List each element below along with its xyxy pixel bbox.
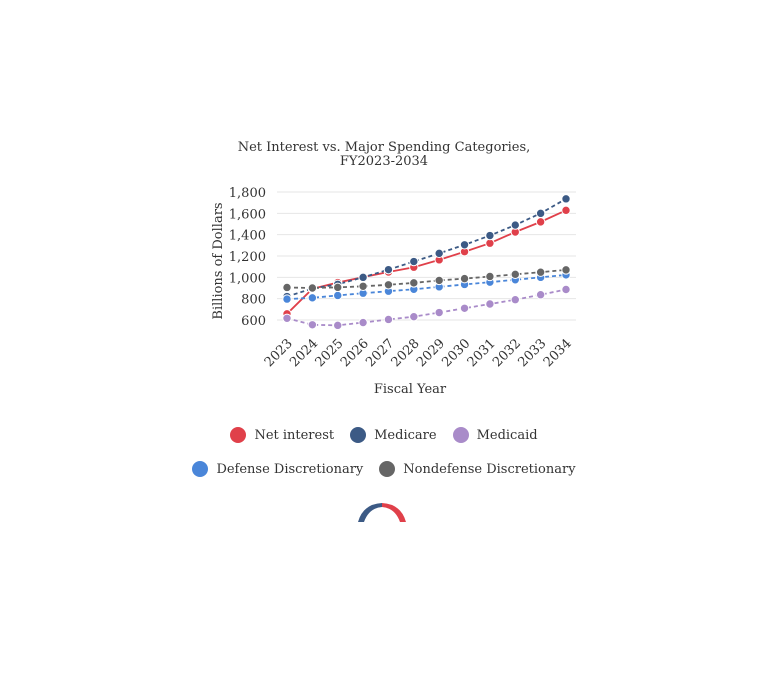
data-point <box>333 282 343 293</box>
data-point <box>307 283 318 293</box>
data-point <box>383 280 394 290</box>
x-tick-label: 2031 <box>465 336 499 370</box>
y-tick-label: 1,000 <box>229 271 266 286</box>
x-tick-label: 2025 <box>313 336 347 370</box>
x-tick-label: 2026 <box>338 336 372 370</box>
legend-label: Nondefense Discretionary <box>403 461 576 477</box>
x-tick-label: 2027 <box>363 336 397 370</box>
data-point <box>358 281 368 291</box>
legend-marker-icon <box>452 427 469 443</box>
series-line <box>286 273 567 300</box>
data-point <box>510 295 520 305</box>
legend-label: Medicaid <box>476 427 538 443</box>
data-point <box>333 320 343 331</box>
legend-item: Defense Discretionary <box>192 461 363 477</box>
data-point <box>409 278 419 288</box>
logo-right-arc <box>382 503 406 522</box>
x-tick-label: 2029 <box>414 336 448 370</box>
y-tick-label: 1,200 <box>229 250 266 265</box>
y-tick-label: 600 <box>241 314 266 329</box>
data-point <box>561 284 571 295</box>
data-point <box>535 217 546 227</box>
legend-marker-icon <box>192 461 209 477</box>
data-point <box>561 205 571 216</box>
legend-marker-icon <box>379 461 396 477</box>
x-tick-label: 2034 <box>541 336 575 370</box>
data-point <box>282 294 292 304</box>
data-point <box>535 208 546 219</box>
data-point <box>358 272 368 283</box>
data-point <box>333 290 343 301</box>
data-point <box>383 314 394 325</box>
data-point <box>535 290 546 300</box>
legend-label: Medicare <box>374 427 437 443</box>
series-points <box>282 194 571 331</box>
chart-title-line2: FY2023-2034 <box>340 154 428 169</box>
data-point <box>561 265 571 275</box>
data-point <box>485 299 495 309</box>
data-point <box>510 220 520 230</box>
data-point <box>459 273 470 284</box>
data-point <box>434 307 444 318</box>
data-point <box>409 256 419 267</box>
legend-marker-icon <box>230 427 247 443</box>
data-point <box>307 320 318 330</box>
gridlines <box>277 191 576 321</box>
data-point <box>459 303 470 313</box>
data-point <box>485 238 495 248</box>
legend-marker-icon <box>350 427 367 443</box>
data-point <box>434 248 444 259</box>
data-point <box>358 317 368 328</box>
y-tick-label: 1,400 <box>229 229 266 244</box>
data-point <box>485 230 495 241</box>
x-tick-label: 2032 <box>490 336 524 370</box>
chart-title-line1: Net Interest vs. Major Spending Categori… <box>238 140 531 155</box>
legend-item: Medicaid <box>452 427 538 443</box>
y-tick-label: 800 <box>241 293 266 308</box>
legend-row-2: Defense Discretionary Nondefense Discreti… <box>0 461 768 477</box>
y-tick-label: 1,800 <box>229 186 266 201</box>
data-point <box>510 269 520 280</box>
x-tick-label: 2033 <box>515 336 549 370</box>
data-point <box>282 313 292 323</box>
arch-logo-icon <box>358 503 406 522</box>
x-axis-ticks: 2023202420252026202720282029203020312032… <box>262 336 575 370</box>
y-axis-ticks: 600 800 1,000 1,200 1,400 1,600 1,800 <box>229 186 266 329</box>
legend-label: Defense Discretionary <box>216 461 364 477</box>
logo-left-arc <box>358 503 382 522</box>
legend-label: Net interest <box>254 427 335 443</box>
data-point <box>282 282 292 293</box>
series-lines <box>286 198 567 327</box>
x-tick-label: 2024 <box>287 336 321 370</box>
legend-item: Nondefense Discretionary <box>379 461 576 477</box>
data-point <box>383 264 394 275</box>
x-tick-label: 2028 <box>389 336 423 370</box>
data-point <box>561 194 571 204</box>
y-axis-label: Billions of Dollars <box>211 202 226 319</box>
data-point <box>409 311 419 322</box>
data-point <box>434 275 444 286</box>
y-tick-label: 1,600 <box>229 207 266 222</box>
x-tick-label: 2023 <box>262 336 296 370</box>
x-tick-label: 2030 <box>439 336 473 370</box>
data-point <box>459 240 470 250</box>
series-line <box>286 288 567 327</box>
legend-item: Medicare <box>350 427 437 443</box>
legend-row-1: Net interest Medicare Medicaid <box>0 427 768 443</box>
data-point <box>485 271 495 282</box>
legend-item: Net interest <box>230 427 334 443</box>
data-point <box>535 267 546 277</box>
x-axis-label: Fiscal Year <box>374 382 447 397</box>
data-point <box>307 293 318 303</box>
